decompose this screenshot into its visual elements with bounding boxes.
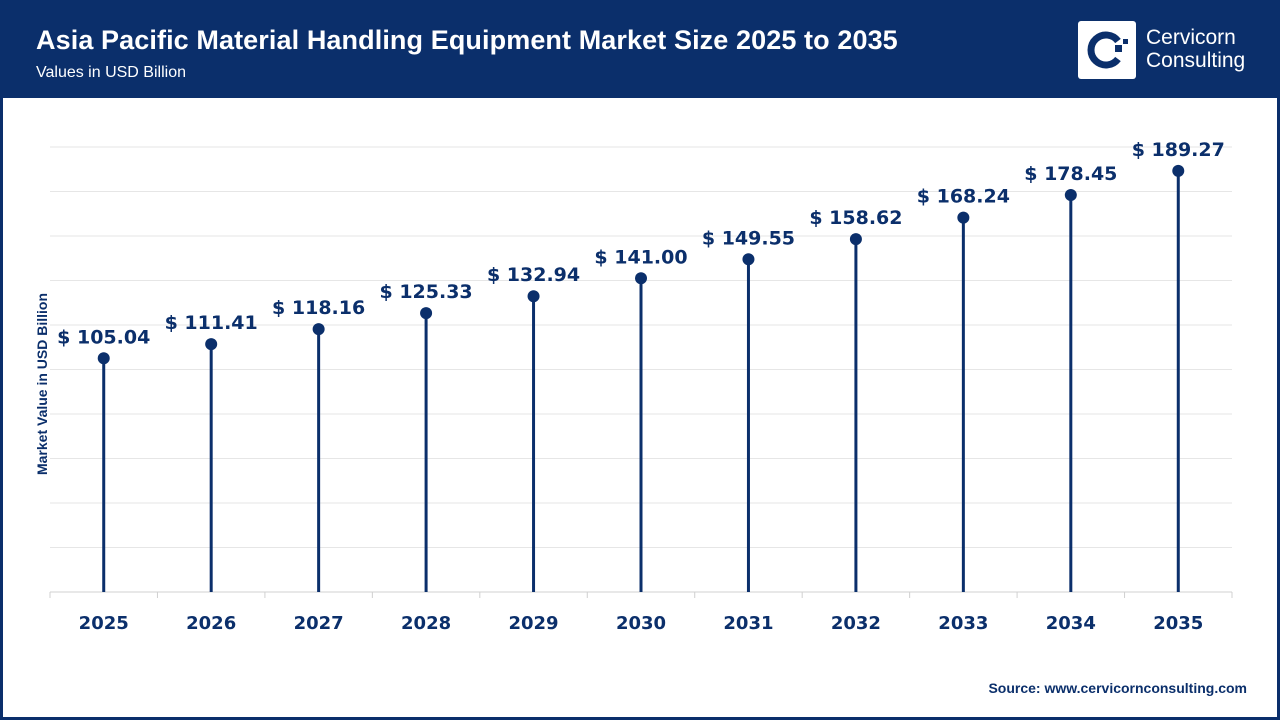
x-tick-label: 2029 xyxy=(508,613,558,634)
x-tick-label: 2025 xyxy=(79,613,129,634)
data-label: $ 118.16 xyxy=(272,297,365,319)
x-tick-label: 2030 xyxy=(616,613,666,634)
x-tick-label: 2034 xyxy=(1046,613,1096,634)
x-tick-label: 2031 xyxy=(723,613,773,634)
x-tick-label: 2035 xyxy=(1153,613,1203,634)
lollipop-point xyxy=(205,338,218,351)
logo-line2: Consulting xyxy=(1146,49,1246,72)
data-label: $ 125.33 xyxy=(380,281,473,303)
logo-mark-icon xyxy=(1078,21,1136,79)
logo-text: Cervicorn Consulting xyxy=(1146,26,1245,72)
y-axis-label: Market Value in USD Billion xyxy=(34,293,50,475)
chart-plot: Market Value in USD Billion $ 105.04 2025 $… xyxy=(34,139,1233,634)
x-tick-label: 2026 xyxy=(186,613,236,634)
header-bar: Asia Pacific Material Handling Equipment… xyxy=(3,3,1277,98)
data-label: $ 178.45 xyxy=(1024,163,1117,185)
lollipop-point xyxy=(635,272,647,285)
data-label: $ 105.04 xyxy=(57,326,150,348)
data-label: $ 189.27 xyxy=(1132,139,1225,161)
cervicorn-logo: Cervicorn Consulting xyxy=(1078,21,1264,81)
lollipop-point xyxy=(742,253,755,266)
x-tick-label: 2027 xyxy=(294,613,344,634)
lollipop-point xyxy=(312,323,325,336)
logo-line1: Cervicorn xyxy=(1146,26,1236,49)
lollipop-point xyxy=(1064,188,1077,201)
lollipop-point xyxy=(849,233,862,246)
lollipop-point xyxy=(1172,164,1185,177)
source-text: Source: www.cervicornconsulting.com xyxy=(988,680,1247,696)
x-tick-label: 2033 xyxy=(938,613,988,634)
lollipop-point xyxy=(527,290,540,303)
lollipop-point xyxy=(420,307,433,320)
data-label: $ 158.62 xyxy=(809,207,902,229)
data-label: $ 141.00 xyxy=(594,246,687,268)
data-label: $ 168.24 xyxy=(917,186,1010,208)
x-tick-label: 2028 xyxy=(401,613,451,634)
chart-title: Asia Pacific Material Handling Equipment… xyxy=(36,25,898,55)
data-label: $ 111.41 xyxy=(165,312,258,334)
lollipop-point xyxy=(957,211,970,224)
x-tick-label: 2032 xyxy=(831,613,881,634)
data-label: $ 149.55 xyxy=(702,227,795,249)
lollipop-point xyxy=(97,352,110,365)
data-label: $ 132.94 xyxy=(487,264,580,286)
chart-subtitle: Values in USD Billion xyxy=(36,64,186,81)
